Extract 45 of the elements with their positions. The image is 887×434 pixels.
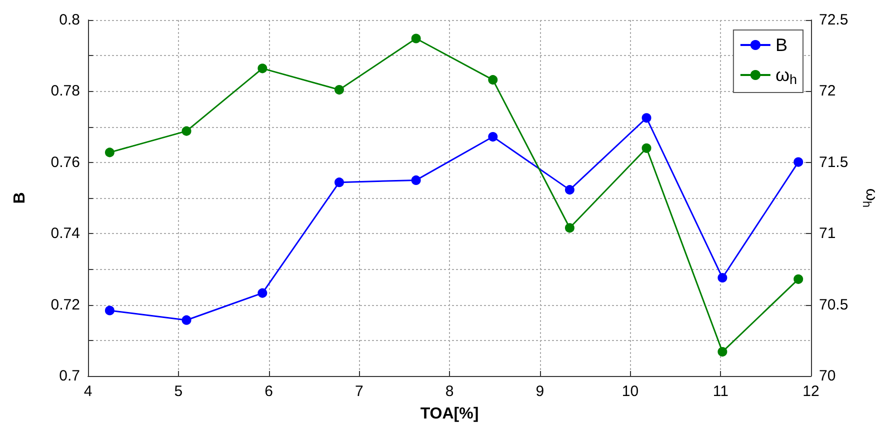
point — [488, 132, 498, 142]
y-tick-label: 0.76 — [50, 154, 80, 171]
y-axis-title: B — [12, 192, 28, 204]
point — [258, 64, 268, 74]
y2-tick-label: 70.5 — [819, 296, 848, 314]
point — [794, 274, 804, 284]
y2-tick-label: 72.5 — [819, 12, 848, 28]
legend-label: B — [775, 35, 788, 55]
point — [334, 85, 344, 95]
point — [718, 272, 728, 282]
point — [794, 157, 804, 167]
x-tick-label: 10 — [622, 383, 639, 400]
x-axis-title: TOA[%] — [420, 406, 479, 422]
y2-axis-title: ωh — [860, 188, 880, 208]
point — [642, 143, 652, 153]
y-tick-label: 0.78 — [50, 82, 80, 100]
x-tick-label: 5 — [174, 383, 183, 400]
y-tick-label: 0.8 — [59, 12, 80, 28]
y2-tick-label: 70 — [819, 368, 836, 384]
y2-tick-label: 71.5 — [819, 154, 848, 171]
point — [258, 288, 268, 298]
point — [642, 113, 652, 123]
point — [182, 126, 192, 136]
x-tick-label: 12 — [802, 383, 820, 400]
y-tick-label: 0.72 — [50, 296, 80, 314]
x-tick-label: 4 — [84, 383, 92, 400]
x-tick-label: 8 — [445, 383, 454, 400]
point — [564, 185, 574, 195]
point — [182, 315, 192, 325]
point — [488, 75, 498, 85]
y-tick-label: 0.74 — [50, 225, 80, 242]
point — [411, 34, 421, 44]
y2-tick-label: 72 — [819, 82, 836, 100]
point — [411, 175, 421, 185]
x-tick-label: 7 — [354, 383, 364, 400]
y2-tick-label: 71 — [819, 225, 836, 242]
point — [564, 223, 574, 233]
y-tick-label: 0.7 — [59, 368, 80, 384]
point — [718, 347, 728, 357]
x-tick-label: 9 — [536, 383, 544, 400]
point — [104, 306, 114, 316]
point — [334, 178, 344, 188]
point — [104, 148, 114, 158]
x-tick-label: 6 — [264, 383, 273, 400]
x-tick-label: 11 — [712, 383, 728, 400]
